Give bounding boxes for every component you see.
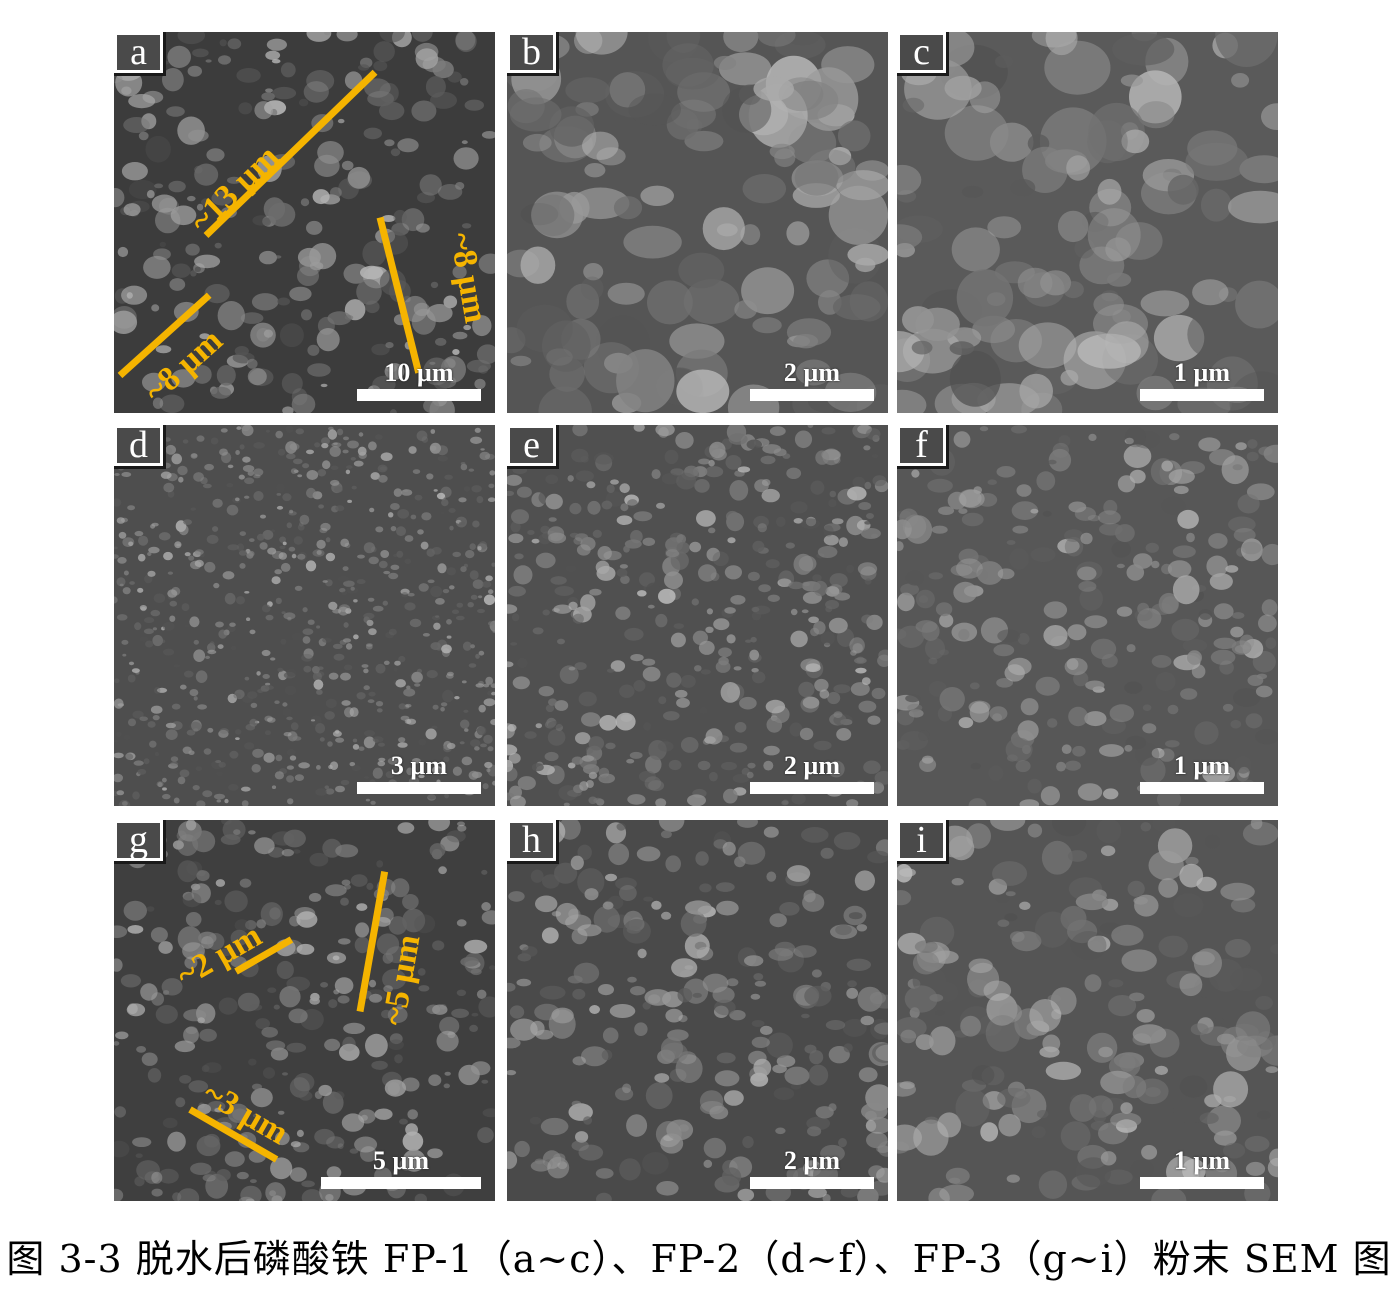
sem-panel-a: a ~13 µm ~8 µm ~8 µm 10 µm xyxy=(114,32,495,413)
scale-bar-h: 2 µm xyxy=(750,1147,874,1189)
sem-image-i xyxy=(897,820,1278,1201)
panel-label-c: c xyxy=(897,32,949,76)
scale-bar-g: 5 µm xyxy=(321,1147,481,1189)
sem-panel-c: c 1 µm xyxy=(897,32,1278,413)
panel-label-e: e xyxy=(507,425,559,469)
sem-image-f xyxy=(897,425,1278,806)
scale-bar-f: 1 µm xyxy=(1140,752,1264,794)
panel-label-b: b xyxy=(507,32,559,76)
figure-caption: 图 3-3 脱水后磷酸铁 FP-1（a~c）、FP-2（d~f）、FP-3（g~… xyxy=(6,1237,1392,1281)
sem-panel-d: d 3 µm xyxy=(114,425,495,806)
sem-image-e xyxy=(507,425,888,806)
sem-image-g xyxy=(114,820,495,1201)
sem-image-d xyxy=(114,425,495,806)
sem-image-h xyxy=(507,820,888,1201)
panel-label-f: f xyxy=(897,425,949,469)
sem-panel-b: b 2 µm xyxy=(507,32,888,413)
sem-image-a xyxy=(114,32,495,413)
panel-label-g: g xyxy=(114,820,166,864)
sem-image-c xyxy=(897,32,1278,413)
scale-bar-d: 3 µm xyxy=(357,752,481,794)
sem-panel-g: g ~2 µm ~5 µm ~3 µm 5 µm xyxy=(114,820,495,1201)
scale-bar-b: 2 µm xyxy=(750,359,874,401)
panel-label-h: h xyxy=(507,820,559,864)
panel-label-i: i xyxy=(897,820,949,864)
scale-bar-i: 1 µm xyxy=(1140,1147,1264,1189)
sem-panel-i: i 1 µm xyxy=(897,820,1278,1201)
panel-label-a: a xyxy=(114,32,166,76)
sem-panel-h: h 2 µm xyxy=(507,820,888,1201)
panel-label-d: d xyxy=(114,425,166,469)
sem-image-b xyxy=(507,32,888,413)
sem-panel-f: f 1 µm xyxy=(897,425,1278,806)
sem-panel-e: e 2 µm xyxy=(507,425,888,806)
scale-bar-c: 1 µm xyxy=(1140,359,1264,401)
scale-bar-a: 10 µm xyxy=(357,359,481,401)
scale-bar-e: 2 µm xyxy=(750,752,874,794)
